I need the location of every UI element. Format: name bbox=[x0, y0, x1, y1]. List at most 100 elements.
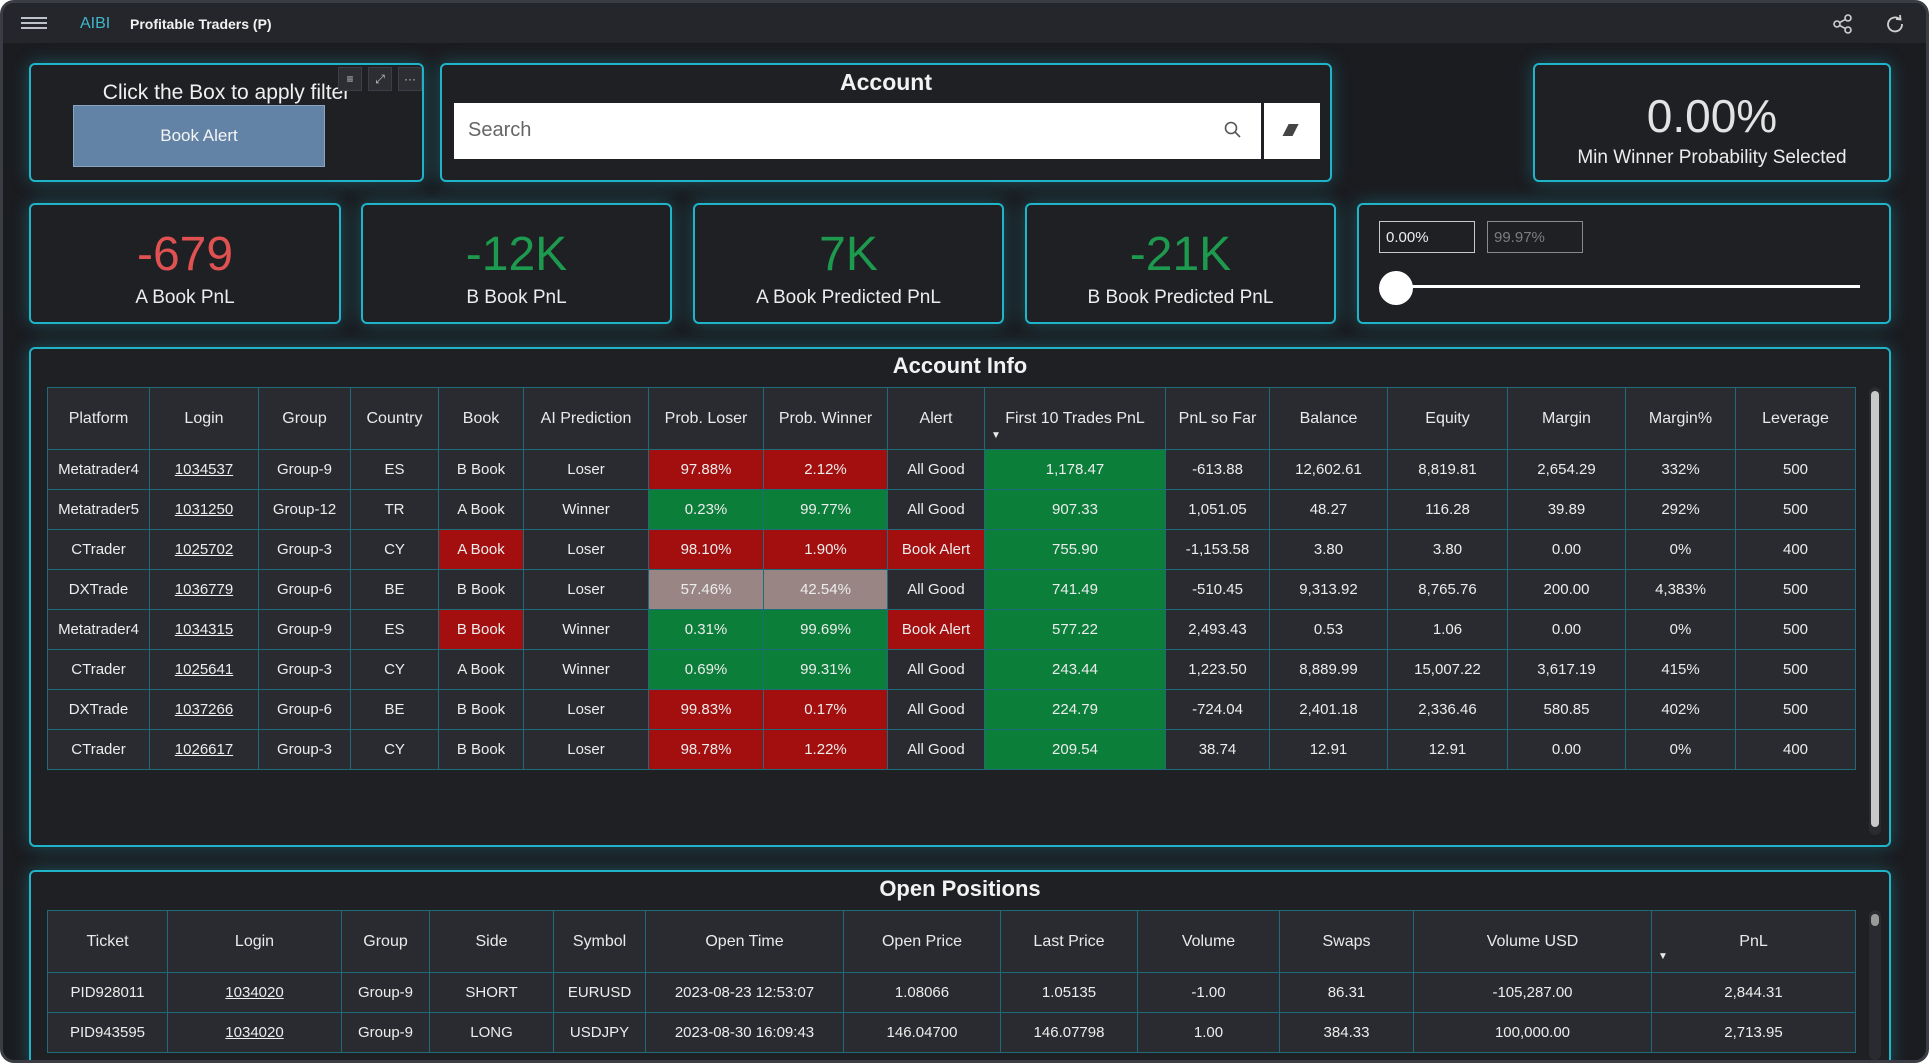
table-row[interactable]: CTrader 1025702 Group-3 CY A Book Loser 98.10%… bbox=[47, 529, 1856, 570]
cell-margin: 0% bbox=[1625, 729, 1736, 770]
column-header-leverage[interactable]: Leverage bbox=[1735, 387, 1856, 450]
column-header-platform[interactable]: Platform bbox=[47, 387, 150, 450]
column-header-side[interactable]: Side bbox=[429, 910, 554, 973]
cell-equity: 8,819.81 bbox=[1387, 449, 1508, 490]
column-header-prob-loser[interactable]: Prob. Loser bbox=[648, 387, 764, 450]
column-header-alert[interactable]: Alert bbox=[887, 387, 985, 450]
column-header-pnl-so-far[interactable]: PnL so Far bbox=[1165, 387, 1270, 450]
cell-country: ES bbox=[350, 449, 439, 490]
column-header-group[interactable]: Group bbox=[258, 387, 351, 450]
cell-login[interactable]: 1037266 bbox=[149, 689, 259, 730]
column-header-balance[interactable]: Balance bbox=[1269, 387, 1388, 450]
probability-range-card: 0.00% 99.97% bbox=[1357, 203, 1891, 324]
cell-login[interactable]: 1034020 bbox=[167, 1012, 342, 1053]
cell-login[interactable]: 1026617 bbox=[149, 729, 259, 770]
clear-search-button[interactable] bbox=[1264, 103, 1320, 159]
open-positions-table: Ticket Login Group Side Symbol Open Time Open … bbox=[47, 910, 1856, 1053]
table-row[interactable]: PID928011 1034020 Group-9 SHORT EURUSD 2023-0… bbox=[47, 972, 1856, 1013]
scroll-thumb[interactable] bbox=[1871, 391, 1879, 827]
filter-icon[interactable]: ≡ bbox=[338, 67, 362, 91]
cell-equity: 2,336.46 bbox=[1387, 689, 1508, 730]
sort-desc-icon[interactable]: ▼ bbox=[1658, 951, 1668, 962]
cell-group: Group-6 bbox=[258, 569, 351, 610]
eraser-icon bbox=[1282, 124, 1299, 136]
column-header-book[interactable]: Book bbox=[438, 387, 524, 450]
cell-first-10-trades-pnl: 907.33 bbox=[984, 489, 1166, 530]
column-header-country[interactable]: Country bbox=[350, 387, 439, 450]
scroll-thumb[interactable] bbox=[1871, 914, 1879, 926]
account-info-card: Account Info Platform Login Group Country Bo… bbox=[29, 347, 1891, 847]
column-header-swaps[interactable]: Swaps bbox=[1279, 910, 1414, 973]
table-row[interactable]: Metatrader4 1034315 Group-9 ES B Book Winner 0… bbox=[47, 609, 1856, 650]
cell-book: B Book bbox=[438, 689, 524, 730]
column-header-volume[interactable]: Volume bbox=[1137, 910, 1280, 973]
cell-margin: 0.00 bbox=[1507, 729, 1626, 770]
cell-login[interactable]: 1025702 bbox=[149, 529, 259, 570]
cell-prob-winner: 99.31% bbox=[763, 649, 888, 690]
column-header-login[interactable]: Login bbox=[149, 387, 259, 450]
cell-prob-loser: 0.23% bbox=[648, 489, 764, 530]
refresh-icon[interactable] bbox=[1884, 13, 1906, 35]
more-options-icon[interactable]: ··· bbox=[398, 67, 422, 91]
table-row[interactable]: PID943595 1034020 Group-9 LONG USDJPY 2023-08… bbox=[47, 1012, 1856, 1053]
column-header-pnl[interactable]: PnL ▼ bbox=[1651, 910, 1856, 973]
cell-pnl-so-far: -724.04 bbox=[1165, 689, 1270, 730]
table-row[interactable]: Metatrader5 1031250 Group-12 TR A Book Winner… bbox=[47, 489, 1856, 530]
column-header-prob-winner[interactable]: Prob. Winner bbox=[763, 387, 888, 450]
slider-track[interactable] bbox=[1387, 285, 1860, 288]
range-min-input[interactable]: 0.00% bbox=[1379, 221, 1475, 253]
cell-last-price: 146.07798 bbox=[1000, 1012, 1138, 1053]
column-header-volume-usd[interactable]: Volume USD bbox=[1413, 910, 1652, 973]
cell-margin: 0% bbox=[1625, 529, 1736, 570]
open-positions-scrollbar[interactable] bbox=[1869, 910, 1881, 1060]
cell-login[interactable]: 1034315 bbox=[149, 609, 259, 650]
column-header-margin[interactable]: Margin% bbox=[1625, 387, 1736, 450]
cell-login[interactable]: 1031250 bbox=[149, 489, 259, 530]
cell-pnl-so-far: 2,493.43 bbox=[1165, 609, 1270, 650]
cell-alert: All Good bbox=[887, 489, 985, 530]
table-row[interactable]: DXTrade 1037266 Group-6 BE B Book Loser 99.83%… bbox=[47, 689, 1856, 730]
cell-equity: 116.28 bbox=[1387, 489, 1508, 530]
cell-login[interactable]: 1036779 bbox=[149, 569, 259, 610]
focus-mode-icon[interactable]: ⤢ bbox=[368, 67, 392, 91]
column-header-login[interactable]: Login bbox=[167, 910, 342, 973]
table-row[interactable]: DXTrade 1036779 Group-6 BE B Book Loser 57.46%… bbox=[47, 569, 1856, 610]
column-header-ticket[interactable]: Ticket bbox=[47, 910, 168, 973]
cell-login[interactable]: 1034020 bbox=[167, 972, 342, 1013]
column-header-symbol[interactable]: Symbol bbox=[553, 910, 646, 973]
table-row[interactable]: CTrader 1026617 Group-3 CY B Book Loser 98.78%… bbox=[47, 729, 1856, 770]
column-header-open-price[interactable]: Open Price bbox=[843, 910, 1001, 973]
menu-icon[interactable] bbox=[21, 17, 47, 29]
table-row[interactable]: CTrader 1025641 Group-3 CY A Book Winner 0.69%… bbox=[47, 649, 1856, 690]
cell-margin: 4,383% bbox=[1625, 569, 1736, 610]
search-icon[interactable] bbox=[1223, 120, 1243, 140]
column-header-open-time[interactable]: Open Time bbox=[645, 910, 844, 973]
cell-volume-usd: 100,000.00 bbox=[1413, 1012, 1652, 1053]
cell-pnl-so-far: -613.88 bbox=[1165, 449, 1270, 490]
column-header-group[interactable]: Group bbox=[341, 910, 430, 973]
search-input[interactable] bbox=[466, 103, 1230, 157]
column-header-first-10-trades-pnl[interactable]: First 10 Trades PnL ▼ bbox=[984, 387, 1166, 450]
sort-desc-icon[interactable]: ▼ bbox=[991, 430, 1001, 441]
cell-prob-winner: 99.77% bbox=[763, 489, 888, 530]
account-info-scrollbar[interactable] bbox=[1869, 387, 1881, 835]
book-alert-button[interactable]: Book Alert bbox=[73, 105, 325, 167]
open-positions-card: Open Positions Ticket Login Group Side Symbo… bbox=[29, 870, 1891, 1060]
range-max-input[interactable]: 99.97% bbox=[1487, 221, 1583, 253]
column-header-last-price[interactable]: Last Price bbox=[1000, 910, 1138, 973]
column-header-equity[interactable]: Equity bbox=[1387, 387, 1508, 450]
cell-symbol: EURUSD bbox=[553, 972, 646, 1013]
kpi-card-a-book-predicted-pnl: 7K A Book Predicted PnL bbox=[693, 203, 1004, 324]
cell-leverage: 500 bbox=[1735, 489, 1856, 530]
filter-title: Click the Box to apply filter bbox=[102, 81, 351, 104]
cell-equity: 1.06 bbox=[1387, 609, 1508, 650]
cell-login[interactable]: 1025641 bbox=[149, 649, 259, 690]
column-header-ai-prediction[interactable]: AI Prediction bbox=[523, 387, 649, 450]
slider-handle[interactable] bbox=[1379, 271, 1413, 305]
cell-platform: CTrader bbox=[47, 729, 150, 770]
column-header-margin[interactable]: Margin bbox=[1507, 387, 1626, 450]
table-row[interactable]: Metatrader4 1034537 Group-9 ES B Book Loser 97… bbox=[47, 449, 1856, 490]
share-icon[interactable] bbox=[1832, 13, 1854, 35]
cell-login[interactable]: 1034537 bbox=[149, 449, 259, 490]
cell-country: BE bbox=[350, 689, 439, 730]
